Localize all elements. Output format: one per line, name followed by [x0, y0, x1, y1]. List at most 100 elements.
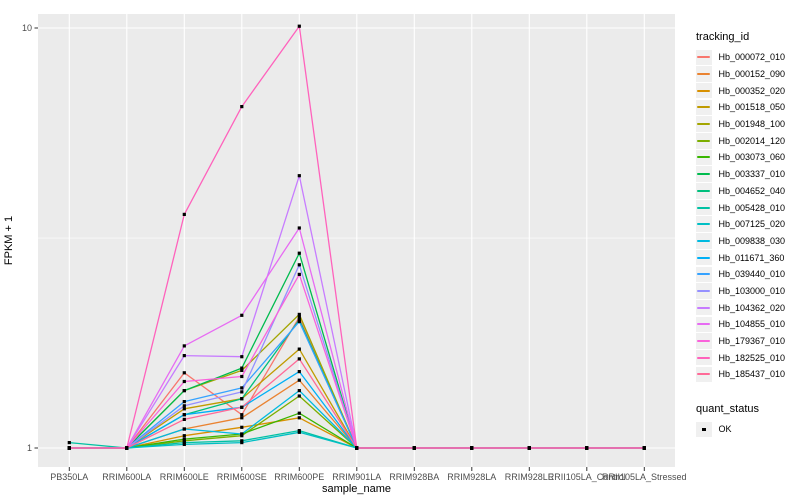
legend-entry: Hb_185437_010	[696, 366, 785, 383]
data-point	[67, 446, 71, 450]
legend-entry: Hb_000152_090	[696, 66, 785, 83]
legend-label: Hb_179367_010	[718, 336, 786, 347]
legend-label: Hb_000072_010	[718, 52, 786, 63]
legend-label: Hb_000152_090	[718, 69, 786, 80]
legend-label: Hb_004652_040	[718, 185, 786, 196]
legend-key	[696, 333, 712, 349]
y-axis-title: FPKM + 1	[3, 216, 15, 265]
legend-key	[696, 149, 712, 166]
data-point	[297, 347, 301, 351]
legend-key	[696, 116, 712, 132]
data-point	[297, 357, 301, 361]
data-point	[297, 411, 301, 415]
legend-title-tracking-id: tracking_id	[696, 31, 750, 43]
data-point	[182, 413, 186, 417]
legend-line-swatch	[697, 223, 711, 226]
x-tick-label: RRIM600PE	[274, 472, 324, 482]
legend-line-swatch	[697, 56, 711, 59]
legend-entry: Hb_002014_120	[696, 132, 785, 149]
legend-entry: Hb_003073_060	[696, 149, 785, 166]
data-point	[240, 432, 244, 436]
data-point	[240, 434, 244, 438]
data-point	[297, 429, 301, 433]
legend-label: Hb_007125_020	[718, 219, 786, 230]
legend-key	[696, 166, 712, 182]
data-point	[297, 394, 301, 398]
legend-line-swatch	[697, 89, 711, 92]
data-point	[297, 251, 301, 255]
legend-entry: Hb_000072_010	[696, 49, 785, 66]
data-point	[642, 446, 646, 450]
legend-key	[696, 49, 712, 66]
data-point	[412, 446, 416, 450]
data-point	[182, 437, 186, 441]
legend-line-swatch	[697, 306, 711, 309]
legend-line-swatch	[697, 206, 711, 209]
legend-entry: Hb_104362_020	[696, 299, 785, 316]
legend-entry: Hb_011671_360	[696, 249, 785, 266]
legend-key	[696, 266, 712, 283]
legend-line-swatch	[697, 139, 711, 142]
legend-entry: Hb_000352_020	[696, 82, 785, 99]
data-point	[182, 434, 186, 438]
legend-entry: Hb_003337_010	[696, 166, 785, 183]
legend-entry: Hb_007125_020	[696, 216, 785, 233]
data-point	[240, 105, 244, 109]
data-point	[182, 371, 186, 375]
legend-entry: Hb_179367_010	[696, 333, 785, 350]
data-point	[297, 272, 301, 276]
y-tick-label: 10	[22, 23, 32, 33]
data-point	[182, 439, 186, 443]
data-point	[182, 417, 186, 421]
data-point	[240, 390, 244, 394]
data-point	[297, 263, 301, 267]
legend-line-swatch	[697, 323, 711, 326]
data-point	[240, 374, 244, 379]
data-point	[240, 368, 244, 372]
data-point	[297, 318, 301, 322]
x-tick-label: RRIM600SE	[217, 472, 267, 482]
data-point	[240, 366, 244, 370]
data-point	[182, 354, 186, 358]
legend-line-swatch	[697, 256, 711, 259]
legend-key	[696, 216, 712, 232]
data-point	[182, 400, 186, 404]
data-point	[240, 397, 244, 401]
legend-label: Hb_001948_100	[718, 119, 786, 130]
legend-label: Hb_103000_010	[718, 285, 786, 296]
legend-label: OK	[718, 424, 732, 435]
legend-key	[696, 421, 712, 438]
x-tick-label: RRII105LA_Control	[548, 472, 626, 482]
legend-line-swatch	[697, 73, 711, 76]
legend-key	[696, 316, 712, 333]
data-point	[240, 355, 244, 359]
legend-entry: Hb_104855_010	[696, 316, 785, 333]
data-point	[240, 313, 244, 317]
legend-label: Hb_104855_010	[718, 319, 786, 330]
legend-key	[696, 99, 712, 116]
data-point	[297, 312, 301, 316]
legend-line-swatch	[697, 373, 711, 376]
x-tick-label: RRIM901LA	[332, 472, 381, 482]
data-point	[240, 405, 244, 409]
legend-entry: Hb_103000_010	[696, 283, 785, 300]
legend-line-swatch	[697, 239, 711, 242]
x-tick-label: RRII105LA_Stressed	[602, 472, 687, 482]
data-point	[240, 425, 244, 429]
legend-label: Hb_039440_010	[718, 269, 786, 280]
legend-key	[696, 233, 712, 249]
legend-line-swatch	[697, 173, 711, 176]
data-point	[297, 430, 301, 434]
x-tick-label: PB350LA	[50, 472, 88, 482]
x-tick-label: RRIM600LE	[160, 472, 209, 482]
data-point	[355, 446, 359, 450]
legend-line-swatch	[697, 273, 711, 276]
data-point	[297, 24, 301, 28]
legend-label: Hb_003337_010	[718, 169, 786, 180]
data-point	[182, 441, 186, 445]
legend-key	[696, 183, 712, 199]
legend-label: Hb_011671_360	[718, 252, 785, 263]
data-point	[527, 446, 531, 450]
legend-entries-tracking-id: Hb_000072_010 Hb_000152_090 Hb_000352_020 H…	[696, 49, 785, 383]
data-point	[240, 413, 244, 417]
